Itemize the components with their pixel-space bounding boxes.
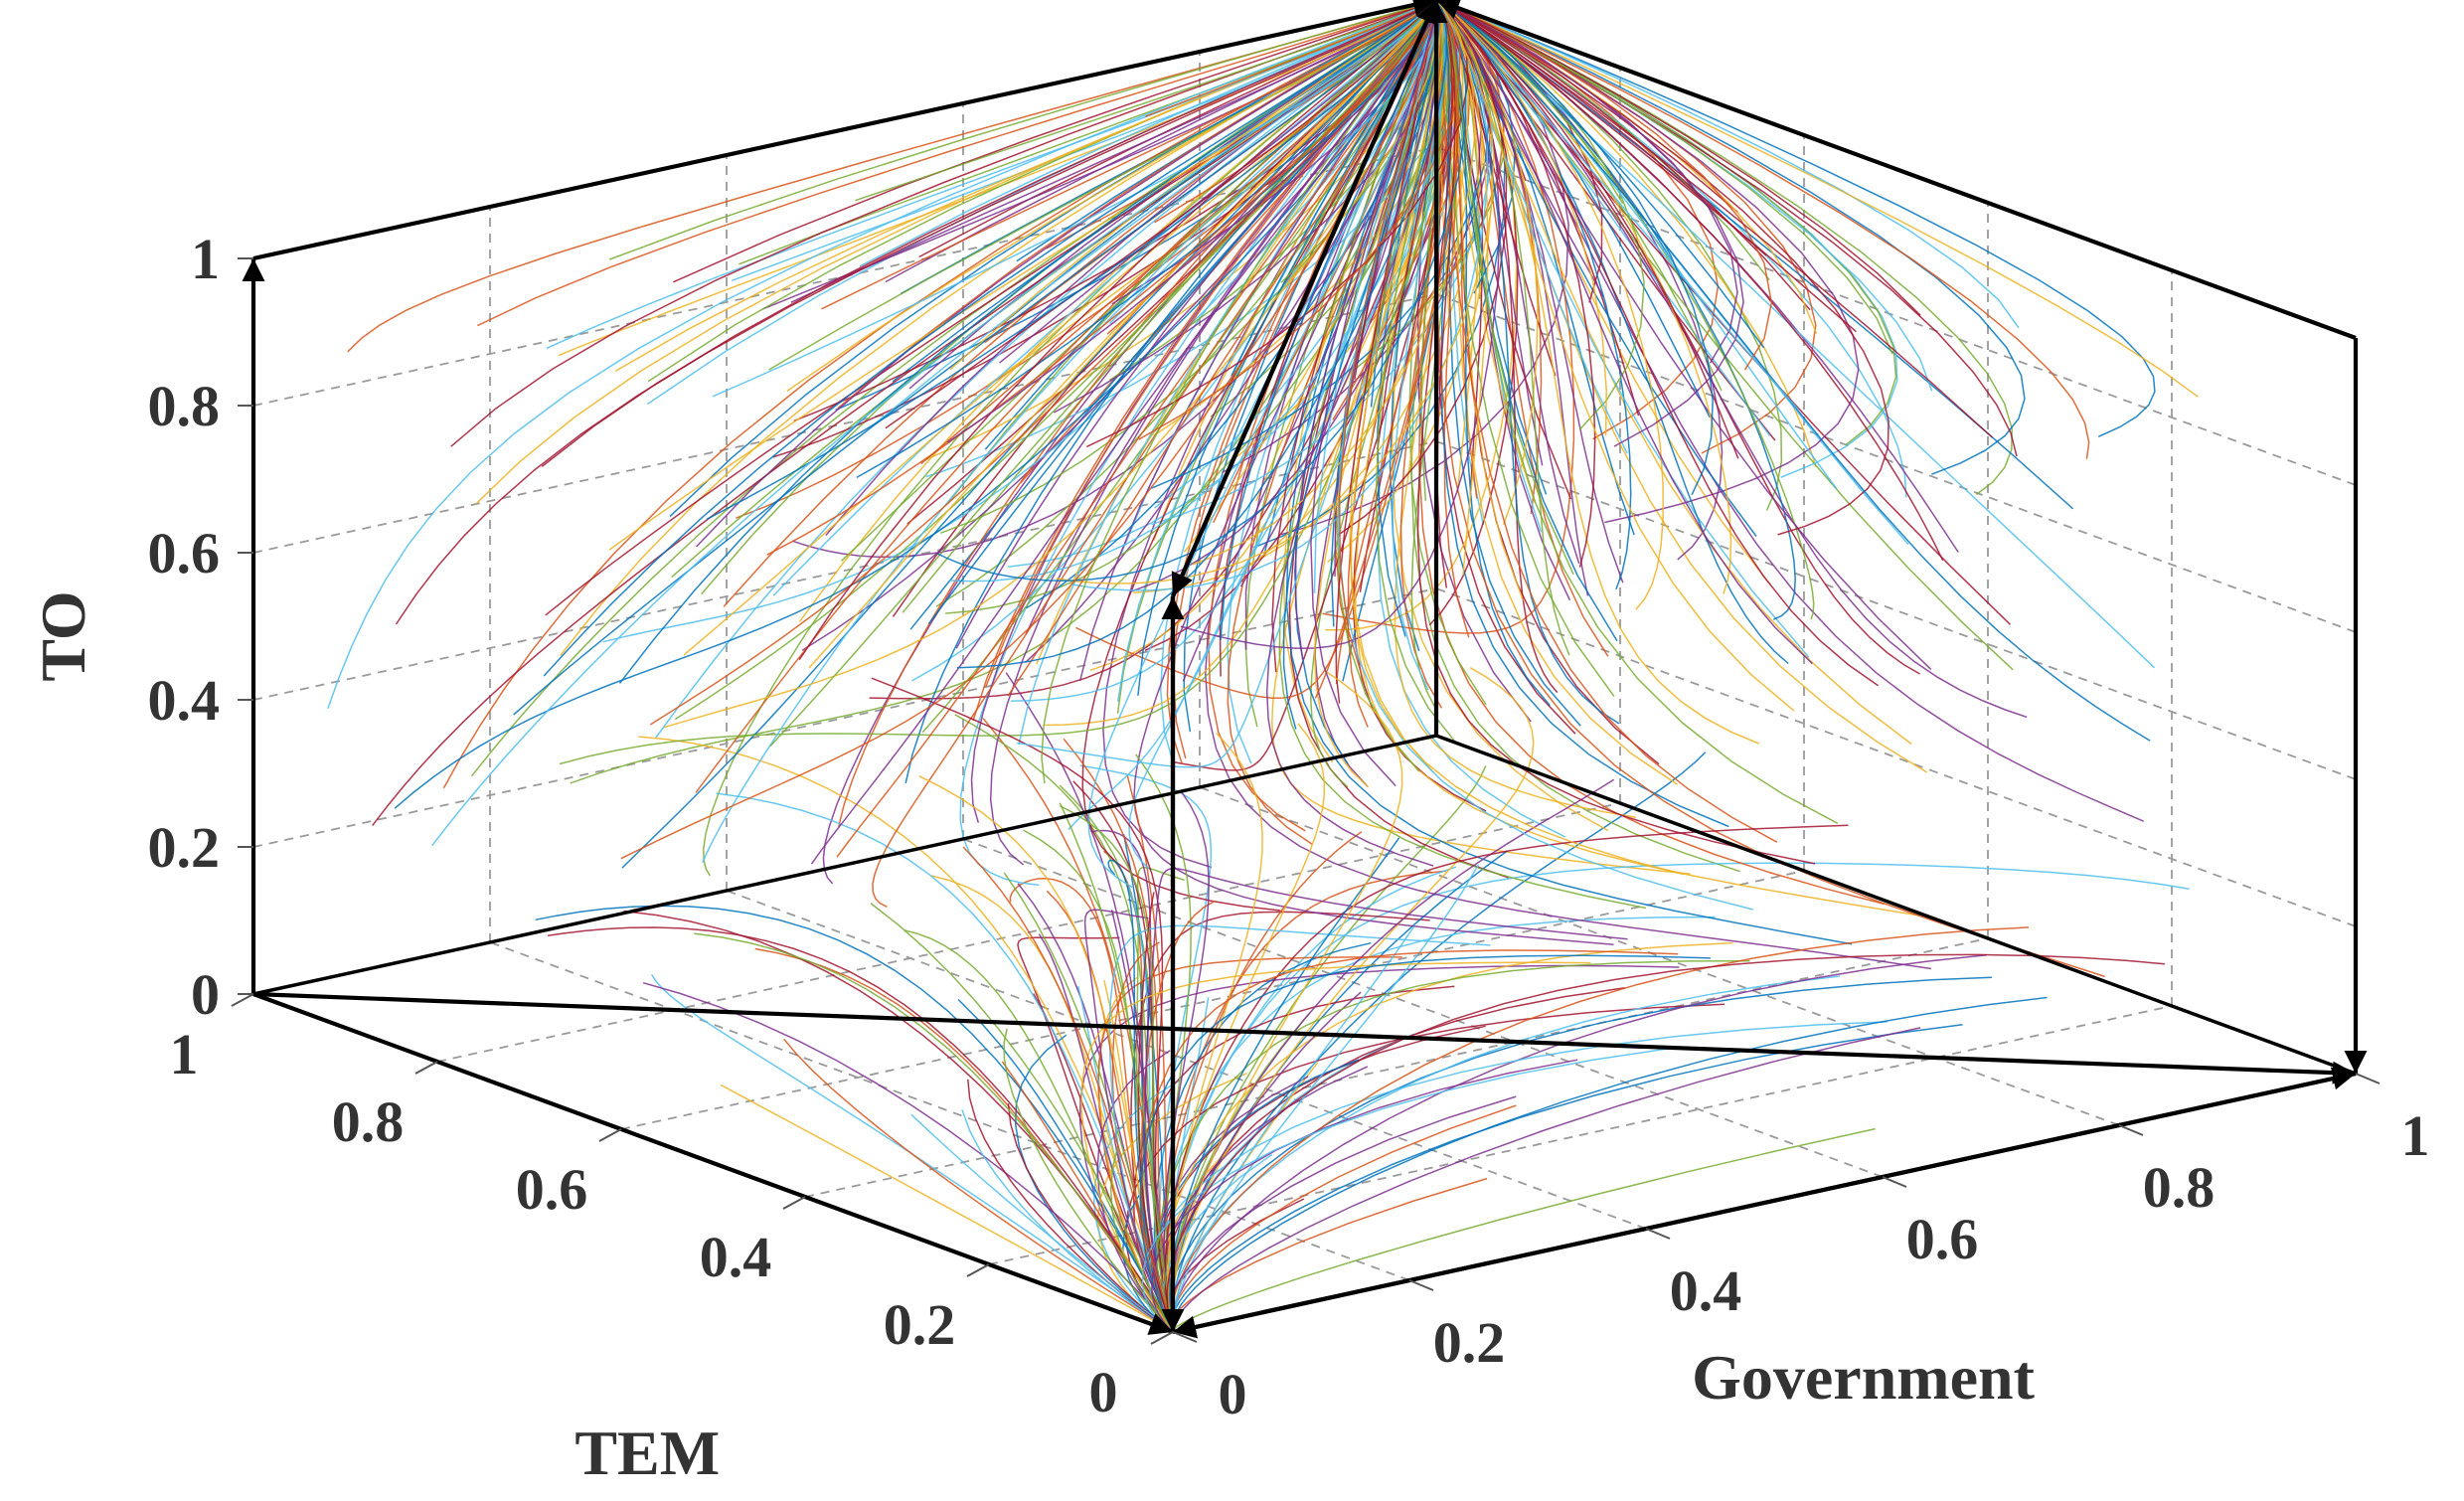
flow-edge-1 [1172,1071,2357,1339]
side-wall-grid-z [1435,293,2357,633]
z-tick-label: 0.8 [148,374,221,438]
floor-grid-y [620,870,1805,1130]
y-tick-label: 0.6 [516,1157,588,1222]
y-tick-mark [782,1196,806,1210]
flow-edge-2 [252,992,1174,1335]
x-tick-label: 0.6 [1906,1207,1979,1271]
x-tick-mark [1882,1176,1907,1188]
z-tick-label: 1 [191,227,220,291]
x-tick-label: 0 [1219,1362,1247,1426]
axis-labels: Government TEM TO 00.20.40.60.8100.20.40… [28,227,2430,1488]
x-tick-mark [1408,1279,1434,1291]
z-tick-label: 0 [191,962,220,1027]
cube-edge [252,734,1437,996]
x-axis-title: Government [1692,1342,2036,1413]
y-tick-mark [598,1128,622,1142]
trajectory-line [1141,1048,1669,1333]
y-tick-label: 0.2 [884,1292,956,1357]
trajectory-line [1172,1127,1876,1333]
y-tick-label: 0 [1089,1360,1118,1424]
cube-edge [1435,734,2357,1076]
x-tick-mark [1645,1228,1671,1240]
y-tick-label: 1 [170,1022,199,1086]
side-wall-grid-z [1435,587,2357,927]
side-wall-grid-z [1435,440,2357,780]
trajectory-line [1435,0,2014,671]
x-tick-label: 0.4 [1670,1258,1742,1323]
z-axis-title: TO [28,590,98,681]
y-axis-title: TEM [575,1418,720,1488]
x-tick-label: 0.8 [2143,1155,2216,1220]
back-wall-grid-z [252,440,1437,701]
floor-grid-x [962,838,1884,1178]
trajectory-line [1170,1024,1963,1333]
y-tick-mark [966,1263,990,1277]
trajectory-line [1168,976,1992,1333]
flow-edge-5 [252,991,2357,1084]
y-tick-mark [231,993,254,1007]
flow-edge-11 [1171,0,1438,597]
floor-grid-x [726,890,1647,1230]
z-tick-label: 0.6 [148,521,221,585]
y-tick-mark [1150,1331,1174,1345]
x-tick-label: 1 [2401,1103,2430,1168]
trajectory-line [1163,986,1625,1333]
trajectory-line [1170,926,2030,1333]
z-tick-label: 0.4 [148,668,221,733]
y-tick-mark [414,1061,438,1075]
x-tick-label: 0.2 [1433,1310,1506,1375]
trajectory-line [442,0,1437,789]
trajectory-line [327,0,1437,710]
floor-grid-y [988,1005,2173,1265]
z-tick-label: 0.2 [148,815,221,880]
x-tick-mark [1172,1331,1198,1343]
floor-grid-x [1199,786,2120,1126]
y-tick-label: 0.8 [332,1089,405,1154]
trajectory-line [1171,953,1987,1333]
x-tick-mark [2118,1124,2144,1136]
trajectory-line [1172,1027,1921,1332]
trajectories [327,0,2199,1333]
trajectory-line [535,905,1174,1333]
trajectory-line [1169,1177,1488,1333]
cube-edges [242,0,2368,1339]
flow-edge-9 [1435,0,2357,340]
y-tick-label: 0.4 [700,1225,772,1289]
flow-edge-8 [252,0,1437,261]
trajectory-line [1170,850,1509,1333]
x-tick-mark [2355,1073,2381,1084]
